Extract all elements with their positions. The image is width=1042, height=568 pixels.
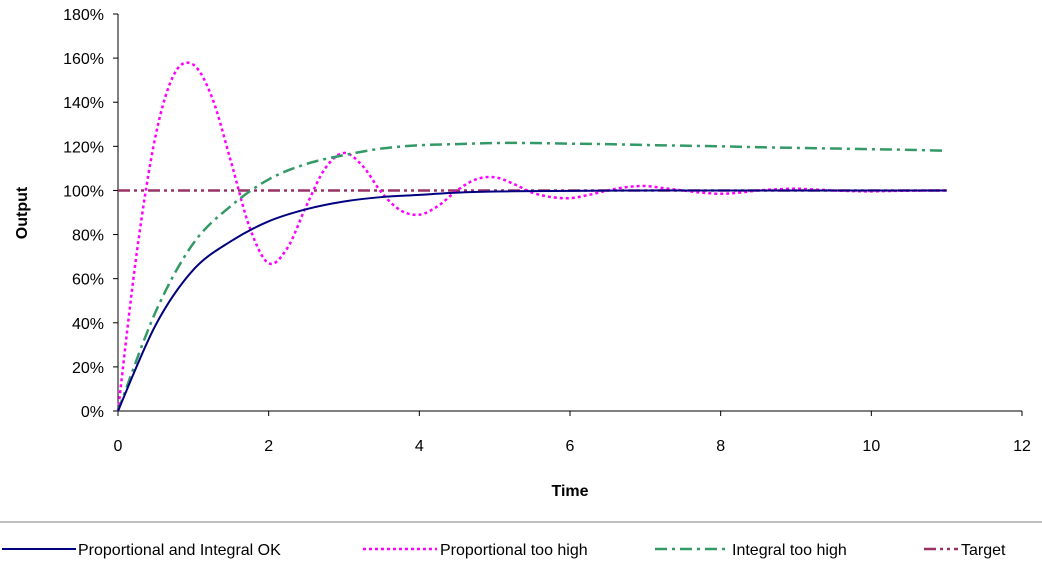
y-tick-label: 160% <box>63 51 104 68</box>
x-tick-label: 0 <box>114 438 123 455</box>
y-tick-label: 60% <box>72 272 104 289</box>
series-line-0 <box>117 189 947 412</box>
y-tick-label: 180% <box>63 7 104 24</box>
y-tick-label: 140% <box>63 95 104 112</box>
x-tick-label: 2 <box>264 438 273 455</box>
x-axis-title: Time <box>551 483 588 500</box>
y-tick-label: 0% <box>81 404 104 421</box>
legend: Proportional and Integral OK Proportional… <box>0 521 1042 559</box>
series-line-1 <box>116 61 947 412</box>
legend-label-3: Target <box>961 542 1006 559</box>
x-tick-label: 8 <box>716 438 725 455</box>
legend-label-0: Proportional and Integral OK <box>78 542 281 559</box>
y-axis-title: Output <box>14 186 31 239</box>
y-tick-label: 40% <box>72 316 104 333</box>
y-tick-label: 100% <box>63 183 104 200</box>
y-tick-label: 20% <box>72 360 104 377</box>
axes: 0% 20% 40% 60% 80% 100% 120% 140% 160% 180% 0 2 4 6 8 1… <box>63 7 1031 455</box>
x-tick-label: 10 <box>862 438 880 455</box>
series-lines <box>116 61 947 412</box>
x-tick-label: 12 <box>1013 438 1031 455</box>
y-tick-label: 80% <box>72 228 104 245</box>
x-tick-label: 4 <box>415 438 424 455</box>
series-line-2 <box>116 141 947 412</box>
y-tick-label: 120% <box>63 139 104 156</box>
legend-label-1: Proportional too high <box>440 542 588 559</box>
legend-label-2: Integral too high <box>732 542 847 559</box>
x-tick-label: 6 <box>566 438 575 455</box>
